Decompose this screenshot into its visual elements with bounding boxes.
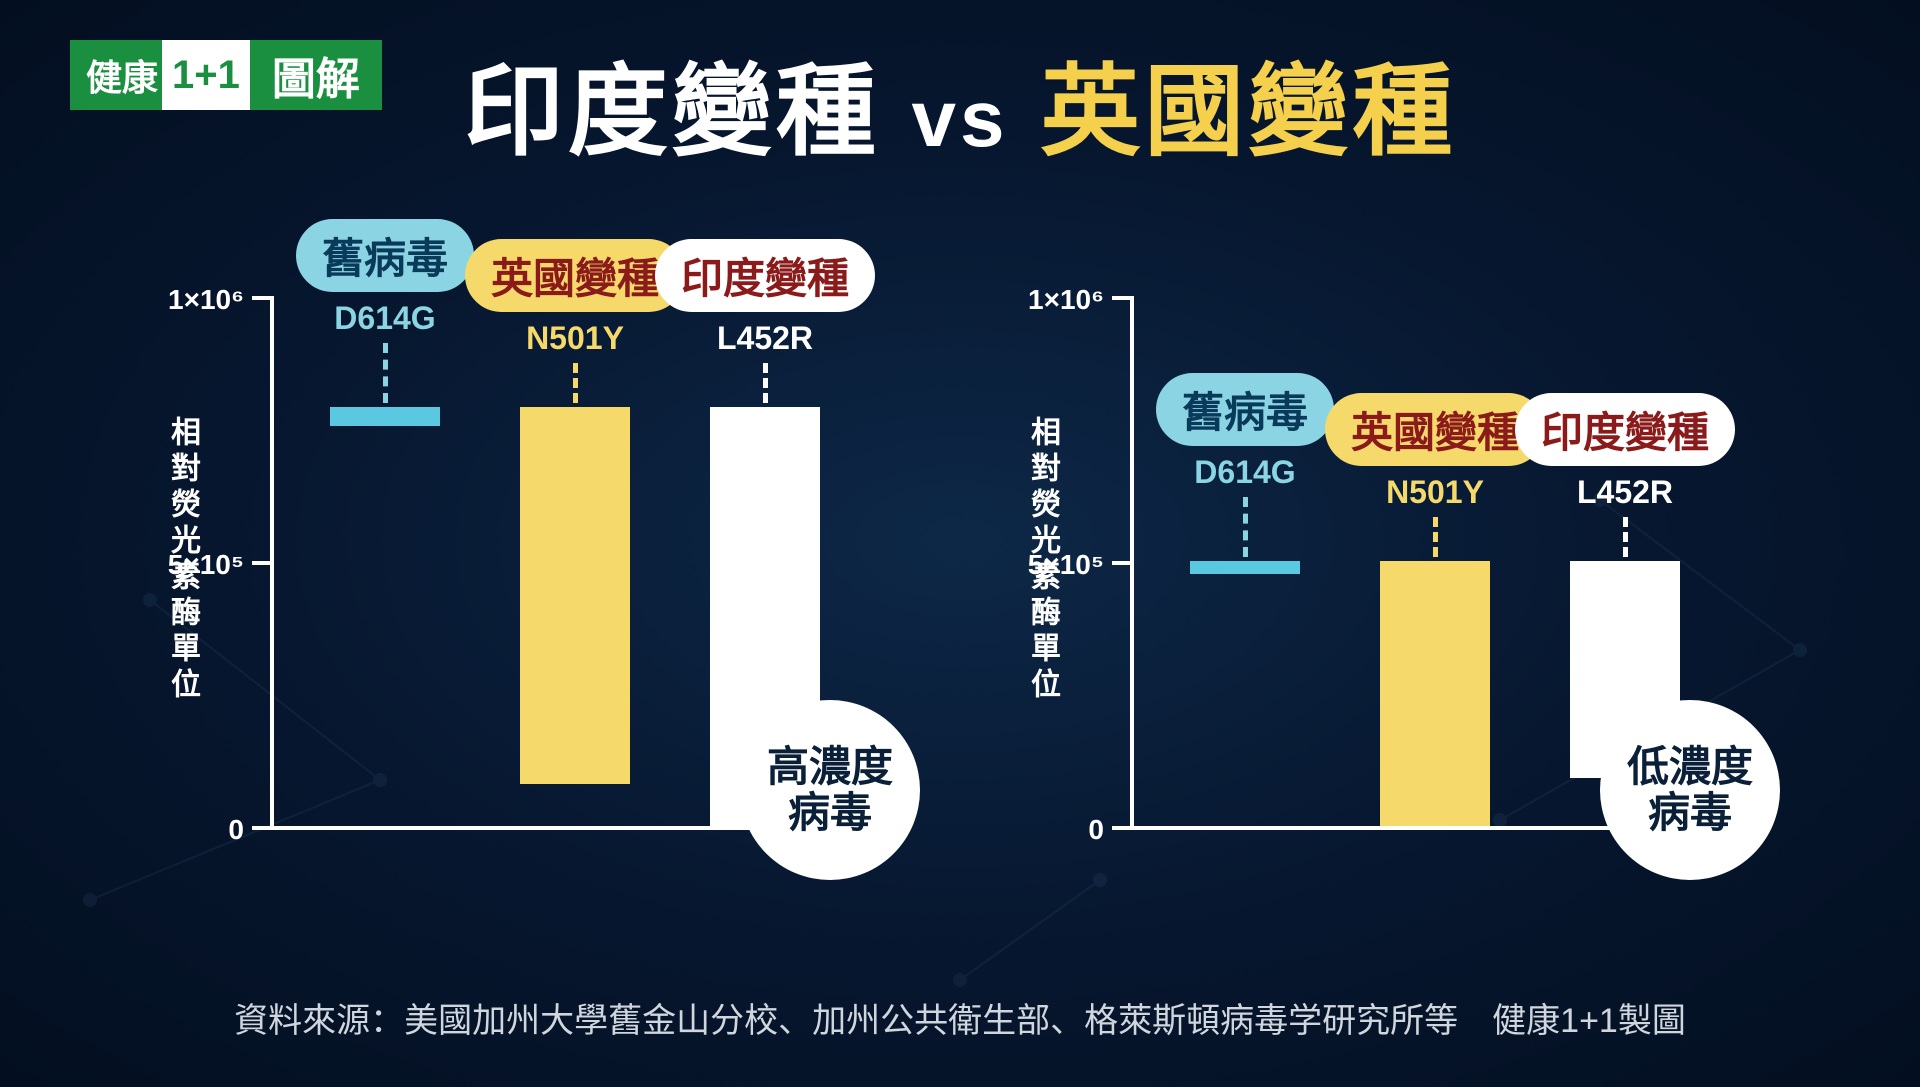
- concentration-badge: 高濃度病毒: [740, 700, 920, 880]
- source-attribution: 資料來源：美國加州大學舊金山分校、加州公共衛生部、格萊斯頓病毒学研究所等 健康1…: [0, 993, 1920, 1042]
- bar-label-stack: 印度變種 L452R: [655, 239, 875, 407]
- variant-pill: 英國變種: [1325, 393, 1545, 466]
- title-vs: vs: [912, 74, 1009, 163]
- chart-high: 相對熒光素酶單位05×10⁵1×10⁶舊病毒D614G英國變種N501Y印度變種…: [170, 250, 890, 870]
- y-tick-label: 5×10⁵: [168, 549, 270, 581]
- bar-label-stack: 英國變種 N501Y: [465, 239, 685, 407]
- variant-pill: 英國變種: [465, 239, 685, 312]
- mutation-label: D614G: [1194, 454, 1295, 491]
- charts-container: 相對熒光素酶單位05×10⁵1×10⁶舊病毒D614G英國變種N501Y印度變種…: [0, 250, 1920, 930]
- bar: 英國變種N501Y: [520, 407, 630, 783]
- y-tick-label: 0: [1088, 814, 1130, 846]
- variant-pill: 舊病毒: [1156, 373, 1334, 446]
- bar-label-stack: 舊病毒 D614G: [296, 219, 474, 407]
- y-tick-label: 5×10⁵: [1028, 549, 1130, 581]
- bar-slot: 舊病毒D614G: [1180, 561, 1310, 826]
- mutation-label: N501Y: [526, 320, 624, 357]
- bar: 舊病毒D614G: [330, 407, 440, 426]
- plot-area: 05×10⁵1×10⁶舊病毒D614G英國變種N501Y印度變種L452R低濃度…: [1130, 300, 1690, 830]
- dash-connector: [1242, 497, 1247, 557]
- bar-label-stack: 英國變種 N501Y: [1325, 393, 1545, 561]
- plot-area: 05×10⁵1×10⁶舊病毒D614G英國變種N501Y印度變種L452R高濃度…: [270, 300, 830, 830]
- x-axis-line: [270, 826, 830, 830]
- y-tick-label: 1×10⁶: [1028, 284, 1130, 316]
- chart-low: 相對熒光素酶單位05×10⁵1×10⁶舊病毒D614G英國變種N501Y印度變種…: [1030, 250, 1750, 870]
- mutation-label: L452R: [1577, 474, 1673, 511]
- bar-slot: 舊病毒D614G: [320, 407, 450, 826]
- x-axis-line: [1130, 826, 1690, 830]
- variant-pill: 印度變種: [1515, 393, 1735, 466]
- page-title: 印度變種 vs 英國變種: [0, 30, 1920, 175]
- dash-connector: [1622, 517, 1627, 557]
- mutation-label: L452R: [717, 320, 813, 357]
- title-left: 印度變種: [464, 56, 880, 168]
- bar-label-stack: 舊病毒 D614G: [1156, 373, 1334, 561]
- bar-label-stack: 印度變種 L452R: [1515, 393, 1735, 561]
- mutation-label: D614G: [334, 300, 435, 337]
- y-tick-label: 0: [228, 814, 270, 846]
- y-tick-label: 1×10⁶: [168, 284, 270, 316]
- bar-slot: 英國變種N501Y: [510, 407, 640, 826]
- concentration-badge: 低濃度病毒: [1600, 700, 1780, 880]
- variant-pill: 印度變種: [655, 239, 875, 312]
- dash-connector: [762, 363, 767, 403]
- dash-connector: [572, 363, 577, 403]
- mutation-label: N501Y: [1386, 474, 1484, 511]
- bar: 英國變種N501Y: [1380, 561, 1490, 826]
- dash-connector: [1432, 517, 1437, 557]
- bar: 舊病毒D614G: [1190, 561, 1300, 574]
- bar-slot: 英國變種N501Y: [1370, 561, 1500, 826]
- title-right: 英國變種: [1040, 56, 1456, 168]
- variant-pill: 舊病毒: [296, 219, 474, 292]
- dash-connector: [382, 343, 387, 403]
